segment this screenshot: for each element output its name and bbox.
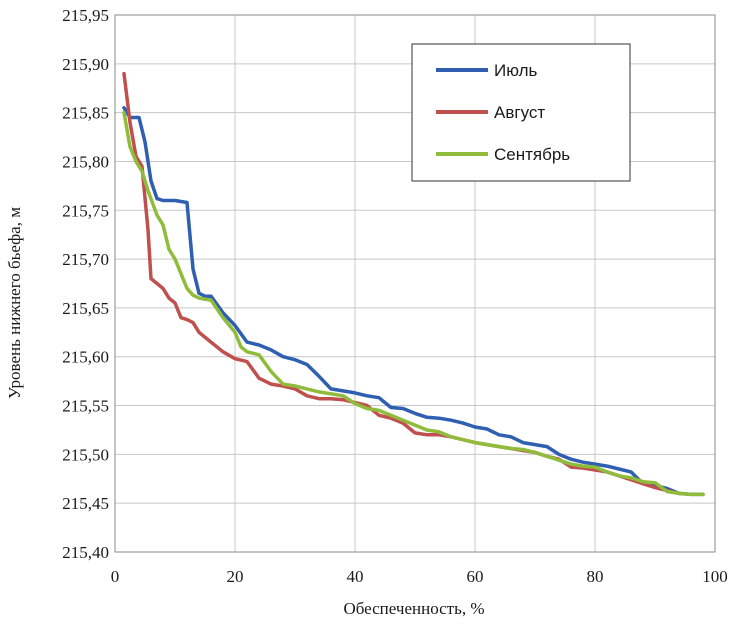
series-lines — [122, 71, 705, 497]
y-tick-label: 215,65 — [62, 299, 109, 318]
y-tick-label: 215,55 — [62, 397, 109, 416]
y-tick-label: 215,70 — [62, 250, 109, 269]
y-tick-label: 215,85 — [62, 104, 109, 123]
x-tick-label: 60 — [467, 567, 484, 586]
y-tick-label: 215,60 — [62, 348, 109, 367]
y-tick-label: 215,45 — [62, 494, 109, 513]
y-tick-label: 215,90 — [62, 55, 109, 74]
legend-label: Август — [494, 103, 545, 122]
plot-frame — [114, 14, 716, 553]
x-tick-label: 20 — [227, 567, 244, 586]
y-tick-label: 215,40 — [62, 543, 109, 562]
y-axis-ticks: 215,40 215,45 215,50 215,55 215,60 215,65 215,… — [62, 6, 109, 562]
series-line-Сентябрь — [122, 110, 705, 497]
y-tick-label: 215,50 — [62, 445, 109, 464]
x-tick-label: 100 — [702, 567, 728, 586]
y-tick-label: 215,80 — [62, 152, 109, 171]
y-tick-label: 215,95 — [62, 6, 109, 25]
y-axis-title: Уровень нижнего бьефа, м — [5, 207, 24, 399]
x-axis-title: Обеспеченность, % — [343, 599, 484, 618]
x-tick-label: 0 — [111, 567, 120, 586]
x-axis-ticks: 0 20 40 60 80 100 — [111, 567, 728, 586]
series-line-Июль — [122, 106, 705, 497]
series-line-Август — [122, 71, 681, 496]
x-tick-label: 80 — [587, 567, 604, 586]
legend-label: Сентябрь — [494, 145, 570, 164]
legend: Июль Август Сентябрь — [411, 43, 631, 182]
y-tick-label: 215,75 — [62, 201, 109, 220]
legend-label: Июль — [494, 61, 538, 80]
x-tick-label: 40 — [347, 567, 364, 586]
